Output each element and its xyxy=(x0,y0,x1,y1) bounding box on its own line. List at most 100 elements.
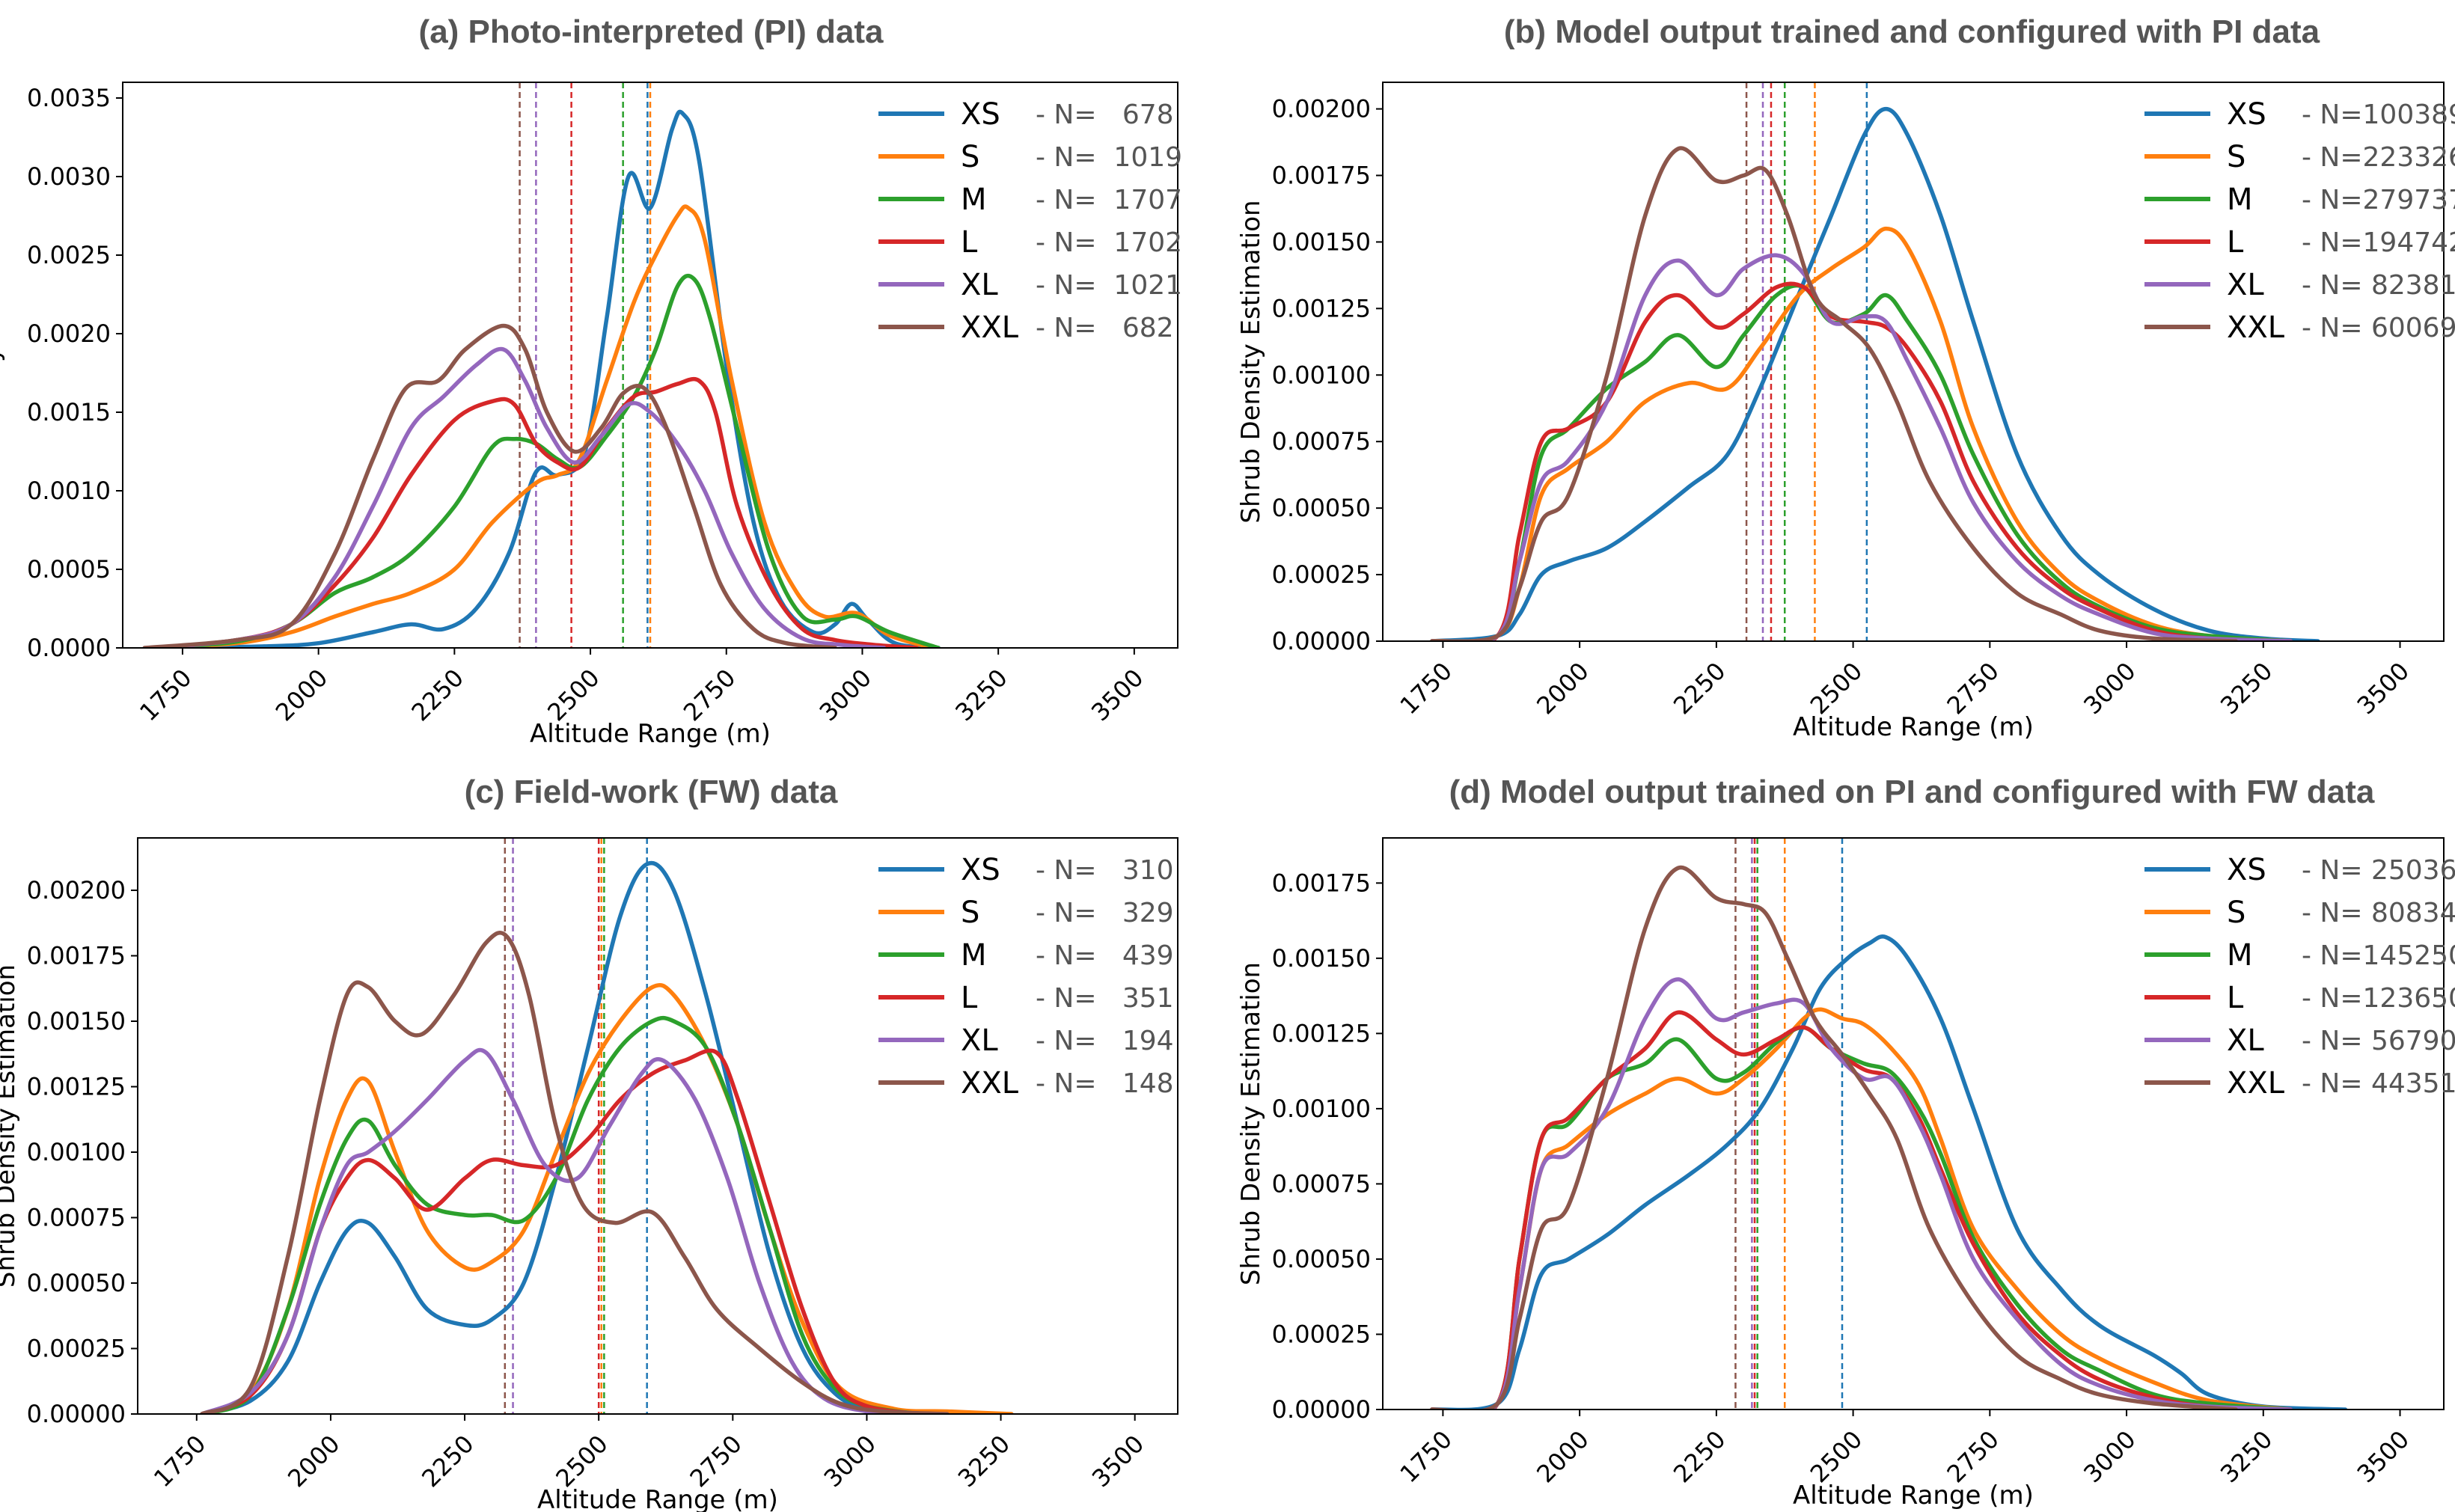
y-tick-label: 0.0035 xyxy=(27,84,111,112)
legend-count-m: - N=279737 xyxy=(2302,185,2455,215)
legend-count-m: - N= 1707 xyxy=(1036,185,1182,215)
x-tick-label: 2000 xyxy=(282,1430,345,1493)
y-tick-label: 0.00075 xyxy=(1272,1169,1371,1198)
y-axis-label: Shrub Density Estimation xyxy=(0,203,6,527)
x-tick-label: 2750 xyxy=(678,664,741,726)
legend-label-xs: XS xyxy=(2227,853,2266,887)
legend-count-xs: - N= 25036 xyxy=(2302,855,2455,886)
chart-b: 0.00000 0.00025 0.00050 0.00075 0.00100 0.001… xyxy=(1236,82,2455,742)
x-tick-label: 3000 xyxy=(2078,657,2141,720)
y-tick-label: 0.00075 xyxy=(1272,427,1371,456)
series-line-m xyxy=(200,1015,923,1414)
legend-label-s: S xyxy=(961,896,979,930)
x-tick-label: 2500 xyxy=(1805,657,1868,720)
y-tick-label: 0.00000 xyxy=(1272,627,1371,655)
x-tick-label: 2000 xyxy=(1531,1425,1594,1488)
chart-a: 0.0000 0.0005 0.0010 0.0015 0.0020 0.0025 0.00… xyxy=(0,82,1182,749)
y-tick-label: 0.00025 xyxy=(1272,560,1371,589)
legend-count-l: - N= 351 xyxy=(1036,983,1174,1014)
legend-count-m: - N=145250 xyxy=(2302,940,2455,971)
y-axis-label: Shrub Density Estimation xyxy=(1236,962,1266,1285)
x-tick-label: 1750 xyxy=(1395,657,1458,720)
y-tick-label: 0.00100 xyxy=(1272,361,1371,389)
legend-count-xl: - N= 194 xyxy=(1036,1026,1174,1056)
legend-label-xl: XL xyxy=(961,268,998,302)
panel-d-title: (d) Model output trained on PI and confi… xyxy=(1449,774,2375,810)
chart-d: 0.00000 0.00025 0.00050 0.00075 0.00100 0.001… xyxy=(1236,837,2455,1511)
x-tick-label: 2500 xyxy=(550,1430,613,1493)
plot-area xyxy=(142,82,941,648)
x-axis-label: Altitude Range (m) xyxy=(530,719,771,749)
y-tick-label: 0.00150 xyxy=(1272,944,1371,973)
legend-label-s: S xyxy=(2227,140,2245,174)
x-tick-label: 1750 xyxy=(148,1430,211,1493)
legend-count-s: - N= 329 xyxy=(1036,898,1174,928)
legend-label-xl: XL xyxy=(961,1023,998,1058)
axes-frame xyxy=(122,82,1178,649)
legend: XS - N= 678 S - N= 1019 M - N= 1707 L - N= 1702… xyxy=(878,97,1182,345)
y-axis-label: Shrub Density Estimation xyxy=(1236,200,1266,523)
series-line-l xyxy=(1430,1010,2293,1410)
y-tick-label: 0.0025 xyxy=(27,241,111,269)
x-tick-label: 2250 xyxy=(416,1430,479,1493)
y-tick-label: 0.00175 xyxy=(1272,869,1371,897)
x-axis-label: Altitude Range (m) xyxy=(1793,712,2034,742)
x-tick-label: 2000 xyxy=(270,664,333,726)
y-tick-label: 0.0010 xyxy=(27,477,111,505)
x-tick-label: 2250 xyxy=(406,664,469,726)
y-tick-label: 0.0000 xyxy=(27,634,111,662)
series-line-s xyxy=(200,982,1014,1414)
series-line-xxl xyxy=(142,323,837,648)
panel-c-title: (c) Field-work (FW) data xyxy=(464,774,838,810)
y-tick-label: 0.0005 xyxy=(27,555,111,584)
y-tick-label: 0.00200 xyxy=(1272,95,1371,123)
x-tick-label: 3000 xyxy=(2078,1425,2141,1488)
x-tick-label: 1750 xyxy=(134,664,197,726)
legend-count-xxl: - N= 148 xyxy=(1036,1068,1174,1099)
legend-label-l: L xyxy=(2227,981,2244,1015)
series-line-xxl xyxy=(200,930,950,1414)
legend-count-m: - N= 439 xyxy=(1036,940,1174,971)
legend-count-s: - N= 80834 xyxy=(2302,898,2455,928)
series-line-xs xyxy=(1430,106,2320,641)
plot-area xyxy=(200,838,1014,1414)
y-tick-label: 0.00175 xyxy=(1272,162,1371,190)
legend-label-l: L xyxy=(961,225,978,260)
legend-count-xxl: - N= 60069 xyxy=(2302,313,2455,343)
y-tick-label: 0.00050 xyxy=(1272,494,1371,522)
legend-count-xs: - N= 678 xyxy=(1036,100,1174,130)
legend-label-s: S xyxy=(961,140,979,174)
legend-count-l: - N=123650 xyxy=(2302,983,2455,1014)
legend-label-m: M xyxy=(2227,938,2253,973)
legend: XS - N= 25036 S - N= 80834 M - N=145250 L - N=1… xyxy=(2144,853,2455,1101)
series-line-m xyxy=(153,273,941,648)
panel-a-title: (a) Photo-interpreted (PI) data xyxy=(418,13,884,50)
legend-count-xl: - N= 56790 xyxy=(2302,1026,2455,1056)
y-tick-label: 0.00025 xyxy=(1272,1320,1371,1348)
x-tick-label: 2000 xyxy=(1531,657,1594,720)
series-line-s xyxy=(153,204,935,648)
y-tick-label: 0.00150 xyxy=(1272,227,1371,256)
series-line-xxl xyxy=(1430,865,2238,1410)
legend-count-s: - N= 1019 xyxy=(1036,142,1182,173)
legend-label-xxl: XXL xyxy=(2227,310,2285,345)
y-tick-label: 0.00050 xyxy=(27,1269,126,1297)
legend-count-xs: - N=100389 xyxy=(2302,100,2455,130)
y-tick-label: 0.00000 xyxy=(27,1400,126,1428)
legend-label-l: L xyxy=(2227,225,2244,260)
x-tick-label: 2750 xyxy=(1942,657,2005,720)
legend-count-xxl: - N= 44351 xyxy=(2302,1068,2455,1099)
y-tick-label: 0.00025 xyxy=(27,1335,126,1363)
legend-count-l: - N= 1702 xyxy=(1036,227,1182,258)
axes-frame xyxy=(1382,837,2445,1410)
series-line-l xyxy=(153,376,919,648)
x-tick-label: 3250 xyxy=(953,1430,1015,1493)
x-tick-label: 3500 xyxy=(2352,657,2415,720)
x-axis-label: Altitude Range (m) xyxy=(1793,1481,2034,1511)
legend: XS - N= 310 S - N= 329 M - N= 439 L - N= 351 XL -… xyxy=(878,853,1174,1101)
x-tick-label: 2500 xyxy=(1805,1425,1868,1488)
y-tick-label: 0.00175 xyxy=(27,942,126,970)
legend-count-xs: - N= 310 xyxy=(1036,855,1174,886)
y-tick-label: 0.00125 xyxy=(27,1073,126,1101)
legend-count-l: - N=194742 xyxy=(2302,227,2455,258)
